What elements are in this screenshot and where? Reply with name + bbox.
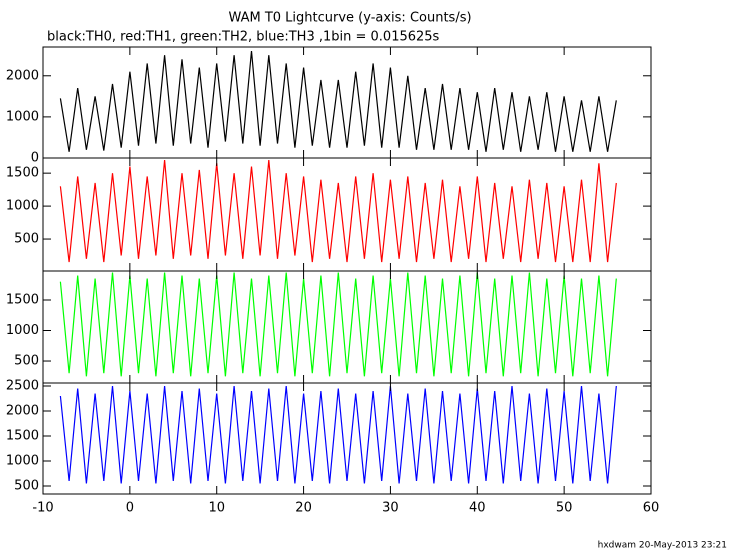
x-tick-label: 0 [126,501,134,516]
x-tick-label: 40 [469,501,486,516]
footer: hxdwam 20-May-2013 23:21 [598,541,727,551]
y-tick-label: 1000 [6,109,39,124]
x-tick-label: 20 [295,501,312,516]
y-tick-label: 2000 [6,404,39,419]
x-tick-label: -10 [32,501,53,516]
panel-frame [42,382,652,495]
y-tick-label: 2000 [6,68,39,83]
chart-title: WAM T0 Lightcurve (y-axis: Counts/s) [228,11,471,26]
lightcurve [59,51,617,152]
x-tick-label: 30 [382,501,399,516]
y-tick-label: 1000 [6,323,39,338]
y-tick-label: 1500 [6,429,39,444]
y-tick-label: 500 [14,354,39,369]
lightcurve [59,159,617,263]
chart-subtitle: black:TH0, red:TH1, green:TH2, blue:TH3 … [47,30,440,45]
panel-frame [42,46,652,159]
lightcurve [59,272,617,377]
y-tick-label: 1000 [6,199,39,214]
x-tick-label: 10 [208,501,225,516]
lightcurve [59,385,617,484]
y-tick-label: 2500 [6,379,39,394]
x-tick-label: 60 [643,501,660,516]
y-tick-label: 500 [14,479,39,494]
y-tick-label: 0 [31,151,39,166]
y-tick-label: 500 [14,232,39,247]
y-tick-label: 1500 [6,166,39,181]
y-tick-label: 1000 [6,454,39,469]
y-tick-label: 1500 [6,292,39,307]
x-tick-label: 50 [556,501,573,516]
